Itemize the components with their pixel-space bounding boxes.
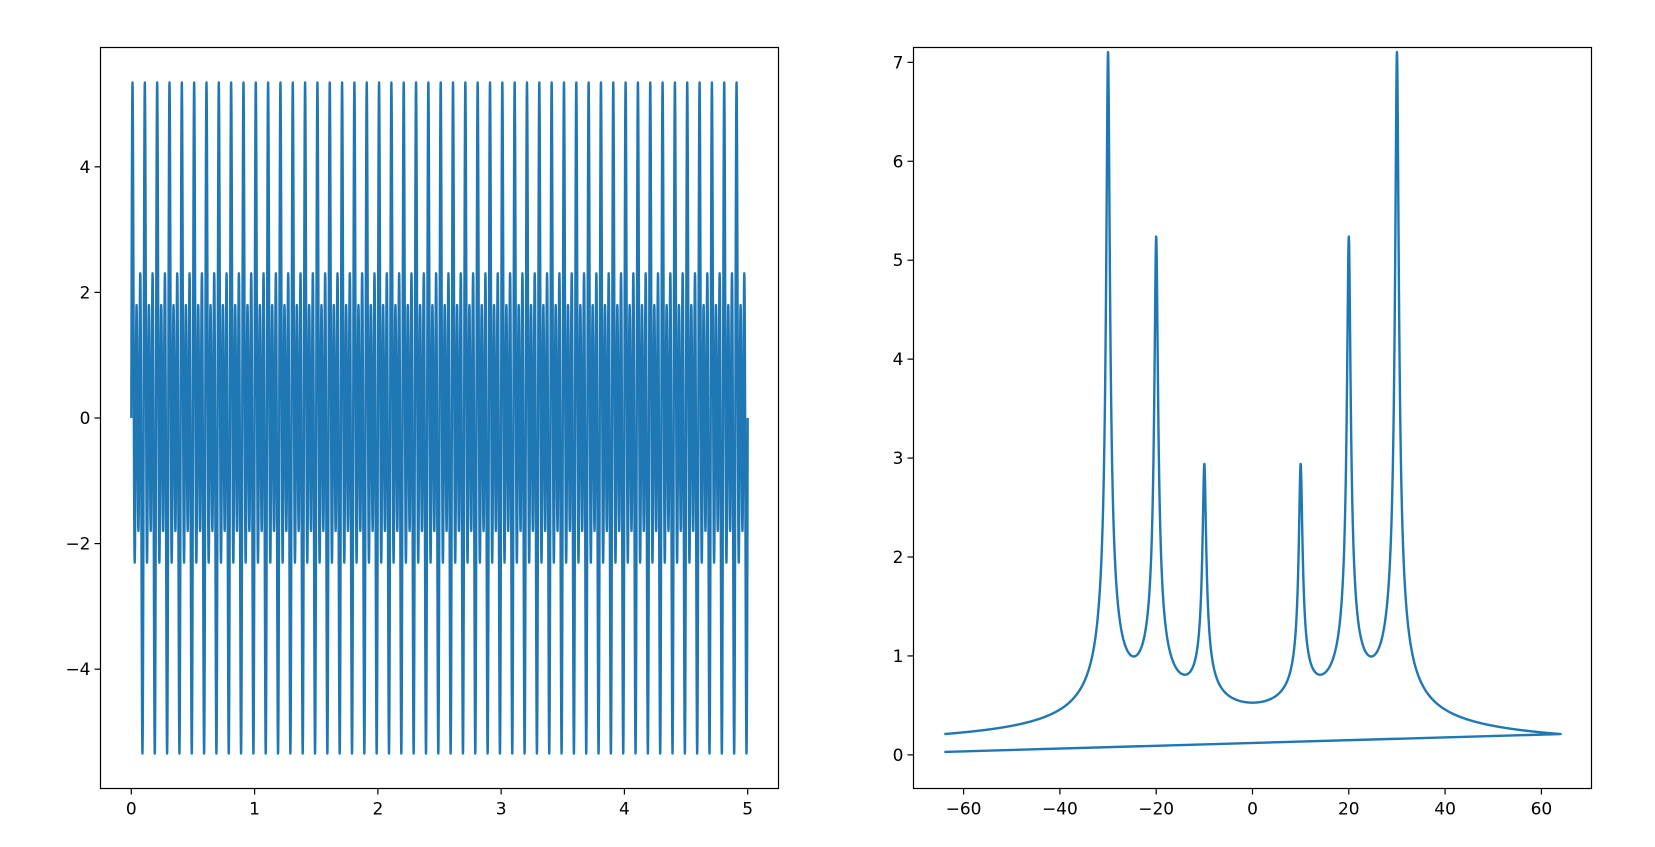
spectrum-x-tick-label: −40 bbox=[1042, 800, 1078, 820]
spectrum-y-tick-label: 6 bbox=[893, 152, 904, 172]
time-signal-x-axis: 0 1 2 3 4 5 bbox=[126, 788, 753, 820]
time-signal-y-tick-label: −2 bbox=[65, 535, 90, 555]
time-signal-y-tick-label: 4 bbox=[80, 158, 91, 178]
spectrum-x-tick-label: −20 bbox=[1138, 800, 1174, 820]
spectrum-y-tick-label: 7 bbox=[893, 53, 904, 73]
time-signal-y-axis: −4 −2 0 2 4 bbox=[65, 158, 101, 680]
time-signal-x-tick-label: 0 bbox=[126, 800, 137, 820]
spectrum-x-tick-label: 0 bbox=[1247, 800, 1258, 820]
spectrum-y-tick-label: 2 bbox=[893, 548, 904, 568]
time-signal-x-tick-label: 3 bbox=[496, 800, 507, 820]
spectrum-x-tick-label: 40 bbox=[1434, 800, 1456, 820]
spectrum-y-tick-label: 5 bbox=[893, 251, 904, 271]
spectrum-x-tick-label: 20 bbox=[1338, 800, 1360, 820]
spectrum-line bbox=[943, 50, 1562, 754]
time-signal-x-tick-label: 5 bbox=[742, 800, 753, 820]
time-signal-x-tick-label: 4 bbox=[619, 800, 630, 820]
spectrum-y-axis: 0 1 2 3 4 5 6 7 bbox=[893, 53, 914, 766]
spectrum-x-tick-label: −60 bbox=[946, 800, 982, 820]
spectrum-y-tick-label: 0 bbox=[893, 746, 904, 766]
time-signal-line bbox=[130, 81, 749, 755]
time-signal-y-tick-label: 2 bbox=[80, 283, 91, 303]
spectrum-x-tick-label: 60 bbox=[1531, 800, 1553, 820]
time-signal-y-tick-label: 0 bbox=[80, 409, 91, 429]
spectrum-y-tick-label: 1 bbox=[893, 647, 904, 667]
time-signal-x-tick-label: 2 bbox=[372, 800, 383, 820]
time-signal-y-tick-label: −4 bbox=[65, 660, 90, 680]
spectrum-y-tick-label: 3 bbox=[893, 449, 904, 469]
spectrum-y-tick-label: 4 bbox=[893, 350, 904, 370]
spectrum-x-axis: −60 −40 −20 0 20 40 60 bbox=[946, 788, 1553, 820]
time-signal-x-tick-label: 1 bbox=[249, 800, 260, 820]
spectrum-chart: −60 −40 −20 0 20 40 60 0 1 2 3 4 5 6 7 bbox=[893, 46, 1593, 820]
time-signal-chart: 0 1 2 3 4 5 −4 −2 0 2 4 bbox=[65, 46, 780, 820]
